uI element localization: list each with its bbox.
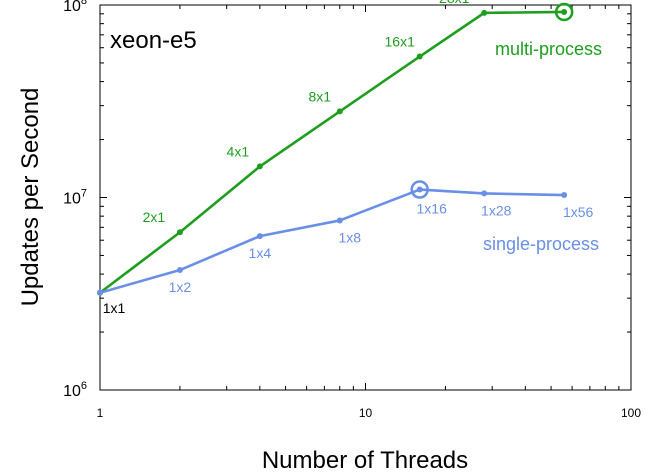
y-tick-base: 10 bbox=[63, 383, 81, 400]
data-label: 4x1 bbox=[227, 143, 250, 159]
y-tick-label: 107 bbox=[63, 188, 87, 208]
data-label: 16x1 bbox=[385, 34, 416, 50]
data-point bbox=[561, 192, 568, 199]
data-point bbox=[336, 108, 343, 115]
highlight-ring bbox=[554, 2, 574, 22]
data-point bbox=[176, 267, 183, 274]
series-layer bbox=[97, 2, 574, 296]
x-tick-label: 10 bbox=[359, 406, 373, 420]
data-label: 1x16 bbox=[417, 201, 448, 217]
legend-label-single-process: single-process bbox=[483, 234, 599, 254]
y-tick-base: 10 bbox=[63, 191, 81, 208]
data-point bbox=[256, 163, 263, 170]
data-label: 1x2 bbox=[169, 279, 192, 295]
labels-layer: 1x12x14x18x116x128x128x21x21x41x81x161x2… bbox=[103, 0, 594, 316]
y-axis-title: Updates per Second bbox=[17, 88, 44, 307]
legend-label-multi-process: multi-process bbox=[495, 39, 602, 59]
plot-area bbox=[99, 4, 632, 391]
data-point bbox=[481, 9, 488, 16]
data-point bbox=[481, 190, 488, 197]
data-point bbox=[416, 53, 423, 60]
highlight-ring bbox=[410, 180, 429, 199]
data-point bbox=[416, 186, 423, 193]
data-point bbox=[97, 289, 103, 296]
data-label: 1x28 bbox=[481, 202, 512, 218]
data-label: 1x1 bbox=[103, 300, 126, 316]
data-label: 1x56 bbox=[563, 204, 594, 220]
data-point bbox=[176, 229, 183, 236]
data-point bbox=[336, 217, 343, 224]
data-point bbox=[256, 233, 263, 240]
y-tick-exponent: 8 bbox=[81, 0, 87, 7]
y-tick-exponent: 6 bbox=[81, 380, 87, 392]
y-tick-label: 108 bbox=[63, 0, 87, 15]
data-label: 28x1 bbox=[439, 0, 470, 6]
data-point bbox=[561, 8, 568, 15]
data-label: 2x1 bbox=[143, 209, 166, 225]
y-tick-label: 106 bbox=[63, 380, 87, 400]
x-axis-title: Number of Threads bbox=[262, 447, 468, 474]
x-axis-ticks: 1 10 100 bbox=[97, 5, 641, 420]
data-label: 1x4 bbox=[249, 245, 272, 261]
y-tick-base: 10 bbox=[63, 0, 81, 15]
x-tick-label: 100 bbox=[621, 406, 641, 420]
x-tick-label: 1 bbox=[97, 406, 104, 420]
chart-annotation: xeon-e5 bbox=[110, 27, 197, 54]
y-tick-exponent: 7 bbox=[81, 188, 87, 200]
data-label: 8x1 bbox=[308, 88, 331, 104]
data-label: 1x8 bbox=[338, 229, 361, 245]
